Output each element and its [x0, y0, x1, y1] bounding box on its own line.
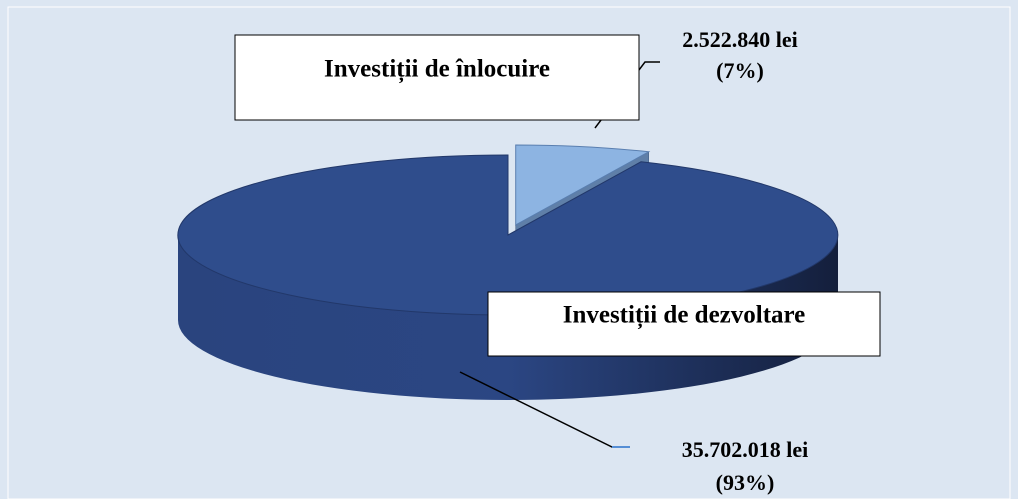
value-label: 2.522.840 lei — [682, 27, 798, 52]
pie — [177, 144, 839, 400]
percent-label: (7%) — [716, 58, 764, 83]
category-label: Investiții de înlocuire — [324, 56, 550, 84]
category-label: Investiții de dezvoltare — [563, 302, 806, 330]
category-box — [234, 34, 640, 121]
slice — [177, 154, 839, 316]
value-label: 35.702.018 lei — [682, 437, 809, 462]
category-box — [487, 291, 881, 357]
percent-label: (93%) — [716, 470, 775, 495]
slice — [515, 144, 651, 226]
